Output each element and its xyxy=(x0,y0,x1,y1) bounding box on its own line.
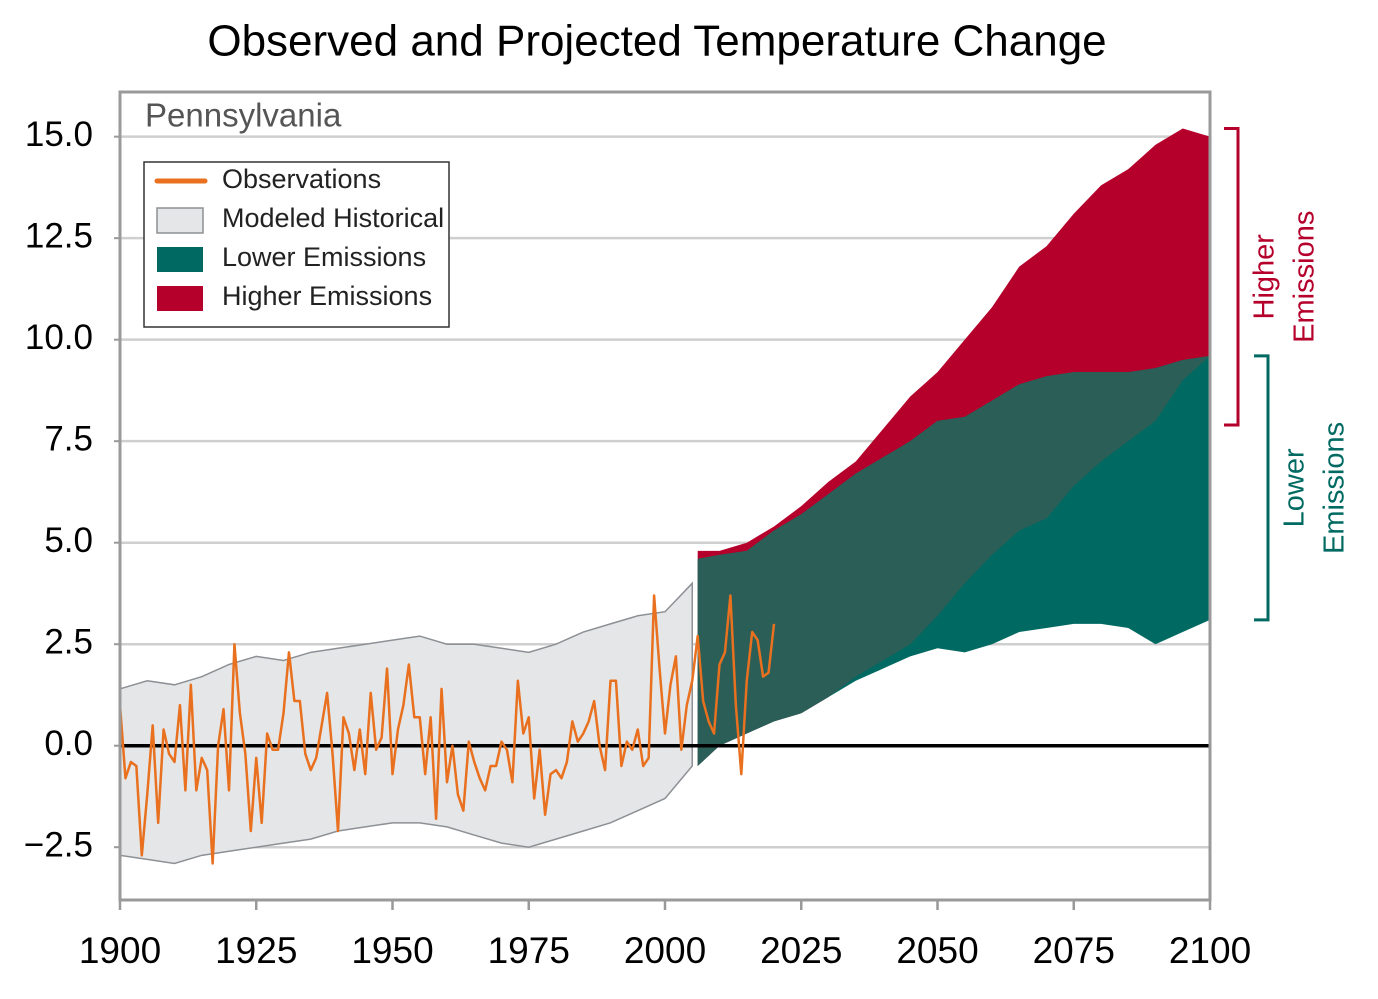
x-tick-label: 1900 xyxy=(79,930,161,971)
band-overlap xyxy=(697,355,1210,767)
x-tick-label: 1975 xyxy=(488,930,570,971)
legend-swatch xyxy=(157,286,203,311)
chart-title: Observed and Projected Temperature Chang… xyxy=(207,17,1106,66)
y-tick-label: 5.0 xyxy=(44,521,93,560)
legend-swatch xyxy=(157,247,203,272)
bracket xyxy=(1254,354,1270,622)
x-tick-label: 2050 xyxy=(896,930,978,971)
legend-swatch xyxy=(156,207,204,234)
bracket-label: Higher xyxy=(1249,234,1281,320)
y-tick-label: 0.0 xyxy=(44,724,93,763)
y-tick-label: 15.0 xyxy=(25,115,93,154)
bracket-label: Emissions xyxy=(1289,211,1321,343)
x-tick-label: 2075 xyxy=(1033,930,1115,971)
plot-frame xyxy=(118,90,1212,902)
x-tick-label: 1925 xyxy=(215,930,297,971)
legend-label: Modeled Historical xyxy=(222,203,444,233)
band-area xyxy=(119,581,693,865)
bracket xyxy=(1224,127,1240,427)
x-tick-label: 1950 xyxy=(351,930,433,971)
bracket-label: Lower xyxy=(1279,448,1311,527)
y-tick-label: 2.5 xyxy=(44,622,93,661)
subtitle: Pennsylvania xyxy=(145,97,342,134)
bracket-label: Emissions xyxy=(1319,422,1351,554)
legend-label: Observations xyxy=(222,164,381,194)
y-tick-label: 12.5 xyxy=(25,216,93,255)
x-tick-label: 2100 xyxy=(1169,930,1251,971)
y-tick-label: 10.0 xyxy=(25,318,93,357)
observation-line xyxy=(118,594,776,865)
y-tick-label: −2.5 xyxy=(24,825,93,864)
legend-label: Lower Emissions xyxy=(222,242,426,272)
x-tick-label: 2000 xyxy=(624,930,706,971)
legend-label: Higher Emissions xyxy=(222,281,432,311)
y-tick-label: 7.5 xyxy=(44,419,93,458)
x-tick-label: 2025 xyxy=(760,930,842,971)
